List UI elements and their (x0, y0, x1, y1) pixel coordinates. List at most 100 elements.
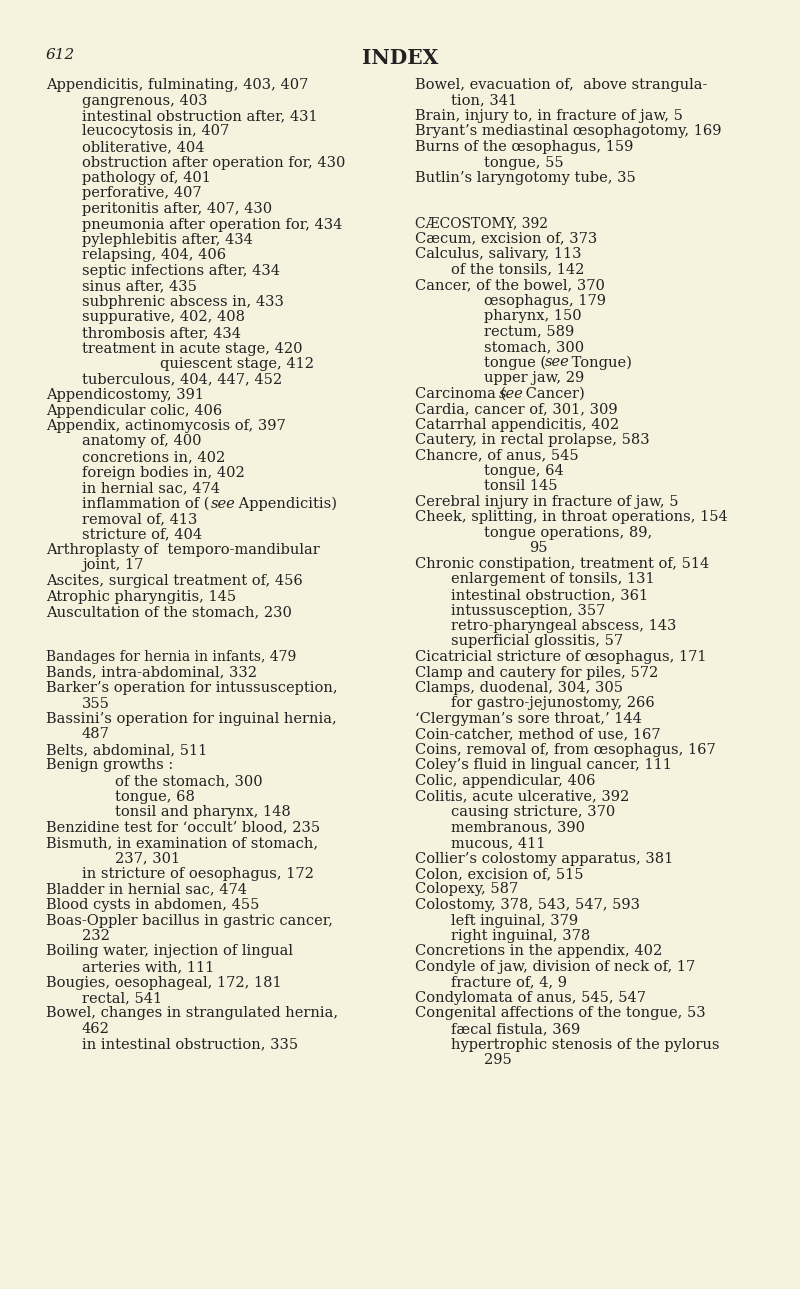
Text: subphrenic abscess in, 433: subphrenic abscess in, 433 (82, 295, 284, 309)
Text: Ascites, surgical treatment of, 456: Ascites, surgical treatment of, 456 (46, 574, 302, 588)
Text: Appendicostomy, 391: Appendicostomy, 391 (46, 388, 204, 402)
Text: Bowel, changes in strangulated hernia,: Bowel, changes in strangulated hernia, (46, 1007, 338, 1021)
Text: Catarrhal appendicitis, 402: Catarrhal appendicitis, 402 (415, 418, 619, 432)
Text: tonsil and pharynx, 148: tonsil and pharynx, 148 (115, 806, 290, 819)
Text: for gastro-jejunostomy, 266: for gastro-jejunostomy, 266 (451, 696, 654, 710)
Text: Bismuth, in examination of stomach,: Bismuth, in examination of stomach, (46, 837, 318, 849)
Text: intestinal obstruction, 361: intestinal obstruction, 361 (451, 588, 648, 602)
Text: causing stricture, 370: causing stricture, 370 (451, 806, 615, 819)
Text: tuberculous, 404, 447, 452: tuberculous, 404, 447, 452 (82, 373, 282, 387)
Text: gangrenous, 403: gangrenous, 403 (82, 94, 207, 107)
Text: Condyle of jaw, division of neck of, 17: Condyle of jaw, division of neck of, 17 (415, 960, 695, 974)
Text: joint, 17: joint, 17 (82, 558, 143, 572)
Text: anatomy of, 400: anatomy of, 400 (82, 434, 202, 449)
Text: Colon, excision of, 515: Colon, excision of, 515 (415, 867, 583, 880)
Text: 487: 487 (82, 727, 110, 741)
Text: Appendicitis, fulminating, 403, 407: Appendicitis, fulminating, 403, 407 (46, 79, 308, 92)
Text: Congenital affections of the tongue, 53: Congenital affections of the tongue, 53 (415, 1007, 706, 1021)
Text: in stricture of oesophagus, 172: in stricture of oesophagus, 172 (82, 867, 314, 880)
Text: stomach, 300: stomach, 300 (484, 340, 584, 354)
Text: enlargement of tonsils, 131: enlargement of tonsils, 131 (451, 572, 654, 586)
Text: Bougies, oesophageal, 172, 181: Bougies, oesophageal, 172, 181 (46, 976, 282, 990)
Text: foreign bodies in, 402: foreign bodies in, 402 (82, 465, 245, 480)
Text: Cardia, cancer of, 301, 309: Cardia, cancer of, 301, 309 (415, 402, 618, 416)
Text: Coins, removal of, from œsophagus, 167: Coins, removal of, from œsophagus, 167 (415, 742, 716, 757)
Text: arteries with, 111: arteries with, 111 (82, 960, 214, 974)
Text: fæcal fistula, 369: fæcal fistula, 369 (451, 1022, 580, 1036)
Text: Cancer, of the bowel, 370: Cancer, of the bowel, 370 (415, 278, 605, 293)
Text: 462: 462 (82, 1022, 110, 1036)
Text: rectum, 589: rectum, 589 (484, 325, 574, 339)
Text: Coin-catcher, method of use, 167: Coin-catcher, method of use, 167 (415, 727, 661, 741)
Text: concretions in, 402: concretions in, 402 (82, 450, 226, 464)
Text: left inguinal, 379: left inguinal, 379 (451, 914, 578, 928)
Text: Benzidine test for ‘occult’ blood, 235: Benzidine test for ‘occult’ blood, 235 (46, 821, 320, 834)
Text: 355: 355 (82, 696, 110, 710)
Text: in hernial sac, 474: in hernial sac, 474 (82, 481, 220, 495)
Text: Colostomy, 378, 543, 547, 593: Colostomy, 378, 543, 547, 593 (415, 898, 640, 913)
Text: intestinal obstruction after, 431: intestinal obstruction after, 431 (82, 110, 318, 122)
Text: Carcinoma (: Carcinoma ( (415, 387, 506, 401)
Text: upper jaw, 29: upper jaw, 29 (484, 371, 584, 385)
Text: intussusception, 357: intussusception, 357 (451, 603, 606, 617)
Text: Bandages for hernia in infants, 479: Bandages for hernia in infants, 479 (46, 650, 296, 664)
Text: Concretions in the appendix, 402: Concretions in the appendix, 402 (415, 945, 662, 959)
Text: Cerebral injury in fracture of jaw, 5: Cerebral injury in fracture of jaw, 5 (415, 495, 678, 509)
Text: suppurative, 402, 408: suppurative, 402, 408 (82, 311, 245, 325)
Text: Appendix, actinomycosis of, 397: Appendix, actinomycosis of, 397 (46, 419, 286, 433)
Text: Cautery, in rectal prolapse, 583: Cautery, in rectal prolapse, 583 (415, 433, 650, 447)
Text: fracture of, 4, 9: fracture of, 4, 9 (451, 976, 567, 990)
Text: Appendicitis): Appendicitis) (234, 496, 337, 510)
Text: see: see (211, 496, 236, 510)
Text: Chancre, of anus, 545: Chancre, of anus, 545 (415, 449, 578, 463)
Text: Collier’s colostomy apparatus, 381: Collier’s colostomy apparatus, 381 (415, 852, 674, 865)
Text: Auscultation of the stomach, 230: Auscultation of the stomach, 230 (46, 605, 292, 619)
Text: in intestinal obstruction, 335: in intestinal obstruction, 335 (82, 1038, 298, 1052)
Text: tongue, 55: tongue, 55 (484, 156, 564, 169)
Text: Coley’s fluid in lingual cancer, 111: Coley’s fluid in lingual cancer, 111 (415, 758, 672, 772)
Text: sinus after, 435: sinus after, 435 (82, 280, 197, 294)
Text: CÆCOSTOMY, 392: CÆCOSTOMY, 392 (415, 217, 548, 229)
Text: stricture of, 404: stricture of, 404 (82, 527, 202, 541)
Text: septic infections after, 434: septic infections after, 434 (82, 264, 280, 278)
Text: Calculus, salivary, 113: Calculus, salivary, 113 (415, 247, 582, 260)
Text: Atrophic pharyngitis, 145: Atrophic pharyngitis, 145 (46, 589, 236, 603)
Text: 232: 232 (82, 929, 110, 944)
Text: Cheek, splitting, in throat operations, 154: Cheek, splitting, in throat operations, … (415, 510, 728, 525)
Text: ‘Clergyman’s sore throat,’ 144: ‘Clergyman’s sore throat,’ 144 (415, 712, 642, 726)
Text: Condylomata of anus, 545, 547: Condylomata of anus, 545, 547 (415, 991, 646, 1005)
Text: mucous, 411: mucous, 411 (451, 837, 546, 849)
Text: Bryant’s mediastinal œsophagotomy, 169: Bryant’s mediastinal œsophagotomy, 169 (415, 125, 722, 138)
Text: Bands, intra-abdominal, 332: Bands, intra-abdominal, 332 (46, 665, 257, 679)
Text: of the stomach, 300: of the stomach, 300 (115, 773, 262, 788)
Text: pneumonia after operation for, 434: pneumonia after operation for, 434 (82, 218, 342, 232)
Text: Bowel, evacuation of,  above strangula-: Bowel, evacuation of, above strangula- (415, 79, 707, 92)
Text: Colic, appendicular, 406: Colic, appendicular, 406 (415, 773, 595, 788)
Text: Blood cysts in abdomen, 455: Blood cysts in abdomen, 455 (46, 898, 259, 913)
Text: tongue, 68: tongue, 68 (115, 789, 195, 803)
Text: Appendicular colic, 406: Appendicular colic, 406 (46, 403, 222, 418)
Text: see: see (498, 387, 523, 401)
Text: pharynx, 150: pharynx, 150 (484, 309, 582, 324)
Text: Belts, abdominal, 511: Belts, abdominal, 511 (46, 742, 207, 757)
Text: tongue, 64: tongue, 64 (484, 464, 564, 478)
Text: removal of, 413: removal of, 413 (82, 512, 198, 526)
Text: perforative, 407: perforative, 407 (82, 187, 202, 201)
Text: Benign growths :: Benign growths : (46, 758, 174, 772)
Text: rectal, 541: rectal, 541 (82, 991, 162, 1005)
Text: quiescent stage, 412: quiescent stage, 412 (160, 357, 314, 371)
Text: 295: 295 (484, 1053, 512, 1067)
Text: obstruction after operation for, 430: obstruction after operation for, 430 (82, 156, 346, 169)
Text: Clamp and cautery for piles, 572: Clamp and cautery for piles, 572 (415, 665, 658, 679)
Text: Tongue): Tongue) (567, 356, 632, 370)
Text: Boas-Oppler bacillus in gastric cancer,: Boas-Oppler bacillus in gastric cancer, (46, 914, 333, 928)
Text: 237, 301: 237, 301 (115, 852, 180, 865)
Text: see: see (545, 356, 570, 370)
Text: Bladder in hernial sac, 474: Bladder in hernial sac, 474 (46, 883, 247, 897)
Text: obliterative, 404: obliterative, 404 (82, 141, 205, 153)
Text: Bassini’s operation for inguinal hernia,: Bassini’s operation for inguinal hernia, (46, 712, 337, 726)
Text: Cæcum, excision of, 373: Cæcum, excision of, 373 (415, 232, 598, 245)
Text: membranous, 390: membranous, 390 (451, 821, 585, 834)
Text: hypertrophic stenosis of the pylorus: hypertrophic stenosis of the pylorus (451, 1038, 719, 1052)
Text: Chronic constipation, treatment of, 514: Chronic constipation, treatment of, 514 (415, 557, 710, 571)
